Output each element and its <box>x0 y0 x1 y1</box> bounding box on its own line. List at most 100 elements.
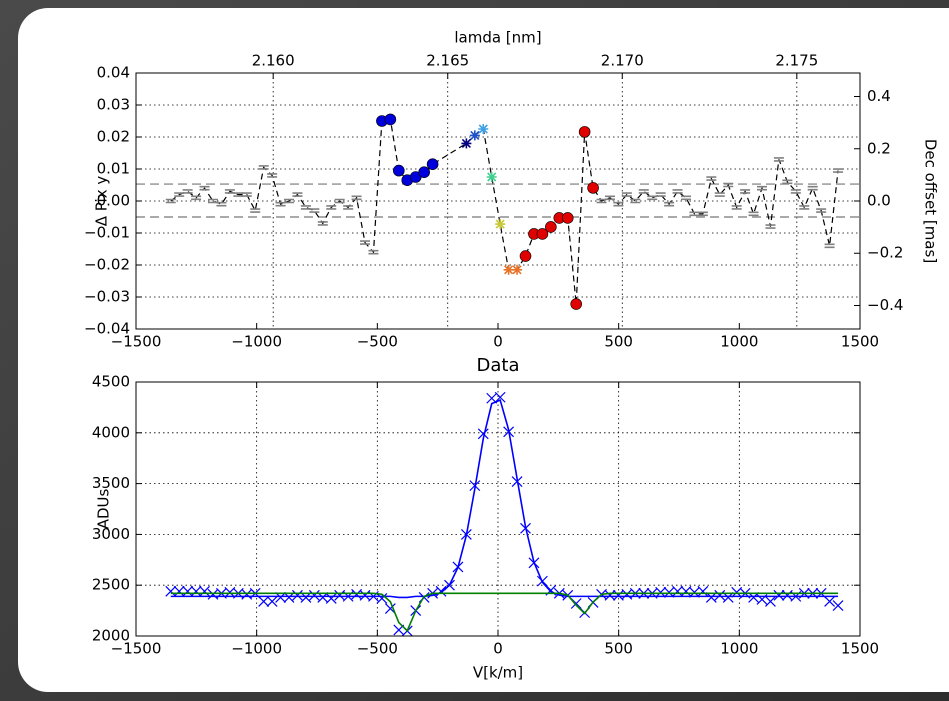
x-tick-label: −1500 <box>111 640 162 658</box>
data-point <box>740 189 751 194</box>
data-point <box>334 198 345 204</box>
data-point <box>680 195 691 201</box>
y-tick-label: 0.00 <box>97 192 130 210</box>
data-point <box>360 240 371 245</box>
data-point <box>435 585 447 597</box>
data-point <box>182 189 193 194</box>
data-point <box>241 192 252 197</box>
x2-tick-label: 2.175 <box>775 52 818 70</box>
data-point <box>782 179 793 185</box>
y-tick-label: 0.01 <box>97 160 130 178</box>
data-point <box>790 189 801 194</box>
x-tick-label: −1000 <box>231 640 282 658</box>
data-point <box>326 205 337 210</box>
data-point <box>570 298 582 310</box>
data-point <box>757 185 768 191</box>
data-point <box>519 250 532 262</box>
data-point <box>545 221 557 233</box>
data-point <box>799 205 810 210</box>
data-point <box>748 211 759 217</box>
data-point <box>469 130 480 141</box>
data-point <box>689 211 700 217</box>
y-tick-label: −0.01 <box>84 224 130 242</box>
x-tick-label: −1000 <box>231 333 282 351</box>
data-point <box>191 195 202 201</box>
data-point <box>561 212 574 224</box>
data-point <box>174 192 185 197</box>
data-point <box>384 113 397 126</box>
data-point <box>486 172 497 182</box>
data-point <box>596 198 607 204</box>
data-point <box>630 198 641 204</box>
x2-tick-label: 2.165 <box>426 52 469 70</box>
data-point <box>309 208 320 213</box>
data-point <box>765 596 776 607</box>
data-point <box>165 585 177 597</box>
y2-tick-label: 0.2 <box>867 139 891 157</box>
data-point <box>207 198 218 204</box>
y-tick-label: 2500 <box>92 576 130 594</box>
data-point <box>393 164 405 177</box>
x-tick-label: −1500 <box>111 333 162 351</box>
data-point <box>495 219 506 230</box>
data-point <box>824 596 836 607</box>
data-point <box>833 168 844 173</box>
x-tick-label: 1000 <box>720 333 758 351</box>
data-point <box>275 201 286 207</box>
x-tick-label: 1500 <box>841 333 879 351</box>
y-tick-label: −0.03 <box>84 288 130 306</box>
data-point <box>503 264 514 275</box>
data-point <box>250 208 261 213</box>
data-point <box>308 589 320 601</box>
data-point <box>832 600 844 611</box>
y2-tick-label: −0.2 <box>867 244 903 262</box>
x-tick-label: −500 <box>357 333 398 351</box>
y-tick-label: −0.04 <box>84 320 130 338</box>
panel <box>18 8 949 692</box>
data-point <box>697 211 708 217</box>
data-point <box>621 192 632 197</box>
data-point <box>824 243 835 249</box>
data-point <box>216 201 227 207</box>
data-point <box>731 205 742 210</box>
y-tick-label: 0.04 <box>97 64 130 82</box>
data-point <box>173 585 185 597</box>
data-point <box>300 205 311 210</box>
x-tick-label: −500 <box>357 640 398 658</box>
data-point <box>266 596 278 607</box>
data-point <box>199 585 210 597</box>
data-point <box>165 198 176 204</box>
data-point <box>267 173 278 178</box>
data-point <box>182 585 194 597</box>
y-tick-label: 4000 <box>92 423 130 441</box>
x-tick-label: 0 <box>493 333 503 351</box>
y2-tick-label: −0.4 <box>867 296 903 314</box>
data-point <box>376 592 388 604</box>
data-point <box>199 185 210 191</box>
y-tick-label: −0.02 <box>84 256 130 274</box>
data-point <box>706 176 717 181</box>
data-point <box>638 189 649 194</box>
data-point <box>587 182 599 194</box>
y-tick-label: 0.02 <box>97 128 130 146</box>
data-point <box>714 589 726 601</box>
data-line <box>170 398 839 599</box>
data-point <box>351 195 362 201</box>
data-point <box>343 205 354 210</box>
data-point <box>816 208 827 213</box>
data-point <box>773 157 784 162</box>
data-point <box>258 596 270 607</box>
data-point <box>292 589 303 601</box>
x-tick-label: 1500 <box>841 640 879 658</box>
data-point <box>512 264 523 275</box>
data-point <box>765 224 776 229</box>
x-tick-label: 500 <box>604 640 633 658</box>
x-tick-label: 500 <box>604 333 633 351</box>
data-point <box>613 201 624 207</box>
x2-tick-label: 2.160 <box>252 52 295 70</box>
data-point <box>664 201 675 207</box>
data-point <box>426 158 439 170</box>
x-tick-label: 1000 <box>720 640 758 658</box>
data-point <box>807 185 818 191</box>
